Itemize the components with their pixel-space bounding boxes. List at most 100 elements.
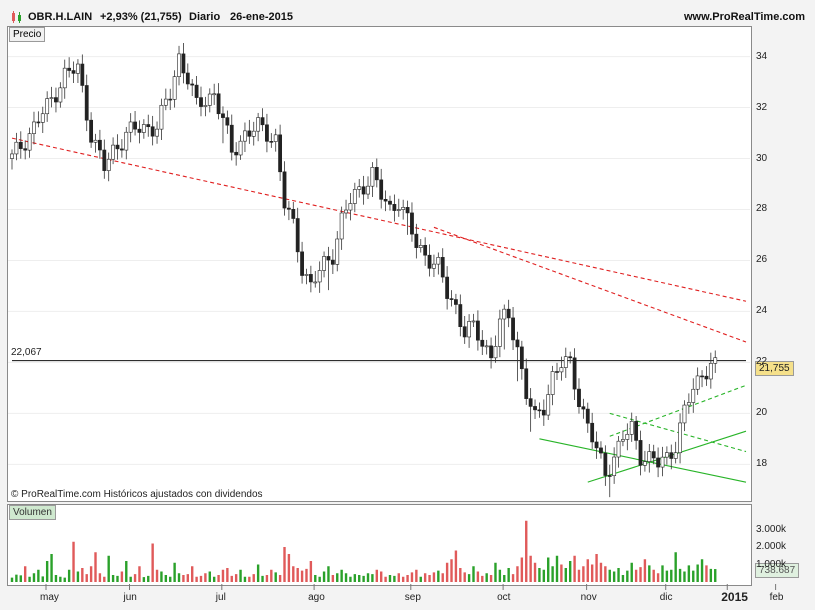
volume-bar — [261, 575, 264, 582]
candle-body — [300, 251, 304, 276]
candle-body — [537, 409, 542, 412]
candle-body — [133, 121, 137, 130]
candle-body — [497, 318, 502, 347]
x-tick-label: may — [40, 592, 59, 603]
candle-body — [172, 76, 177, 100]
volume-bar — [696, 564, 699, 582]
candle-body — [401, 207, 406, 210]
candle-body — [664, 452, 669, 458]
candle-body — [106, 158, 111, 171]
copyright-note: © ProRealTime.com Históricos ajustados c… — [11, 489, 263, 500]
candle-body — [493, 346, 498, 359]
volume-bar — [309, 561, 313, 582]
volume-bar — [494, 562, 497, 582]
volume-bar — [54, 575, 58, 582]
volume-bar — [525, 520, 528, 582]
volume-bar — [318, 576, 321, 582]
volume-bar — [358, 575, 361, 582]
volume-bar — [441, 573, 444, 582]
volume-bar — [599, 562, 603, 582]
volume-bar — [595, 554, 598, 582]
volume-bar — [450, 559, 453, 582]
volume-bar — [111, 575, 115, 582]
candle-body — [660, 456, 665, 468]
candle-body — [519, 346, 524, 370]
candle-body — [67, 67, 72, 71]
candle-body — [98, 139, 102, 151]
candle-body — [590, 422, 595, 443]
candle-body — [339, 212, 344, 240]
volume-bar — [300, 570, 304, 582]
volume-bar — [419, 576, 422, 582]
volume-bar — [542, 569, 546, 582]
volume-bar — [142, 577, 146, 582]
x-tick-label: feb — [769, 592, 784, 603]
price-tick-label: 32 — [756, 101, 768, 113]
volume-bar — [230, 575, 233, 582]
volume-bar — [81, 568, 84, 582]
candle-body — [524, 368, 529, 399]
candle-body — [247, 130, 252, 137]
date-label: 26-ene-2015 — [230, 11, 293, 23]
candle-body — [344, 209, 348, 214]
candle-body — [388, 200, 392, 205]
candle-body — [629, 421, 634, 435]
candle-body — [115, 144, 120, 150]
candle-body — [454, 299, 458, 305]
candle-body — [445, 276, 450, 299]
volume-bar — [617, 568, 620, 582]
candle-body — [32, 121, 36, 134]
volume-bar — [656, 573, 660, 582]
volume-bar — [388, 575, 392, 582]
candle-body — [647, 451, 652, 462]
candle-body — [243, 130, 247, 142]
volume-bar — [177, 573, 181, 582]
candle-body — [260, 117, 265, 126]
volume-bar — [287, 554, 291, 582]
x-tick-label: 2015 — [721, 590, 748, 604]
candle-body — [621, 439, 625, 442]
volume-bar — [415, 569, 418, 582]
volume-bar — [463, 572, 466, 582]
candle-body — [348, 203, 353, 211]
candle-body — [682, 404, 687, 424]
volume-bar — [125, 561, 128, 582]
candle-body — [80, 63, 85, 86]
candle-body — [234, 151, 239, 156]
candle-body — [49, 97, 54, 99]
candle-body — [295, 218, 300, 253]
trendline-resistance_lower — [433, 226, 747, 343]
candle-body — [475, 320, 480, 341]
period-label: Diario — [189, 11, 221, 23]
candle-body — [14, 141, 19, 155]
candlestick-icon — [12, 11, 21, 23]
volume-bar — [234, 574, 238, 582]
candle-body — [203, 105, 208, 107]
price-panel[interactable] — [7, 26, 752, 502]
candle-body — [185, 72, 190, 85]
volume-bar — [437, 570, 440, 582]
volume-bar — [428, 575, 431, 582]
volume-bar — [85, 574, 88, 582]
volume-bar — [283, 547, 286, 582]
candle-body — [607, 475, 612, 477]
volume-bar — [120, 571, 124, 582]
candle-body — [651, 451, 656, 459]
volume-bar — [28, 576, 31, 582]
candle-body — [396, 209, 401, 211]
x-tick-label: dic — [659, 592, 673, 603]
candle-body — [383, 199, 388, 202]
price-tick-label: 20 — [756, 407, 768, 419]
volume-bar — [709, 568, 713, 582]
candle-body — [599, 447, 603, 454]
volume-bar — [164, 575, 168, 582]
candle-body — [62, 67, 67, 89]
candle-body — [515, 339, 520, 348]
candle-body — [71, 70, 76, 74]
volume-bar — [516, 566, 519, 582]
volume-bar — [45, 561, 49, 582]
volume-bar — [467, 574, 471, 582]
volume-bar — [665, 570, 669, 582]
volume-bar — [98, 573, 102, 582]
